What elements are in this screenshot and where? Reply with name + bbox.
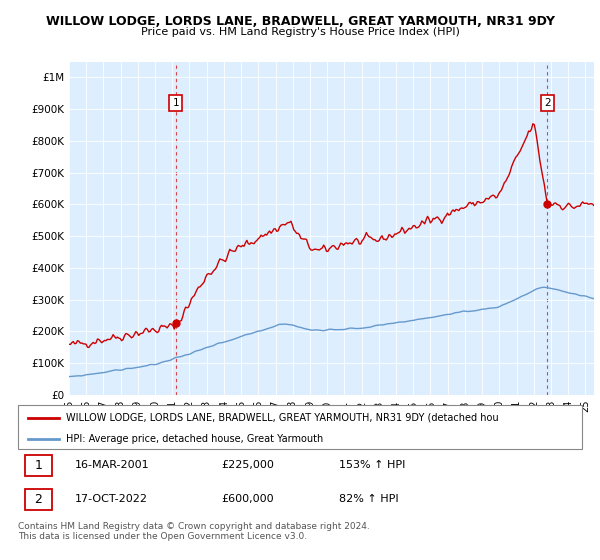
- FancyBboxPatch shape: [25, 455, 52, 475]
- Text: £600,000: £600,000: [221, 494, 274, 505]
- Text: 82% ↑ HPI: 82% ↑ HPI: [340, 494, 399, 505]
- Text: 2: 2: [34, 493, 42, 506]
- Text: Contains HM Land Registry data © Crown copyright and database right 2024.
This d: Contains HM Land Registry data © Crown c…: [18, 522, 370, 542]
- Text: 1: 1: [173, 98, 179, 108]
- Text: 2: 2: [544, 98, 551, 108]
- Text: WILLOW LODGE, LORDS LANE, BRADWELL, GREAT YARMOUTH, NR31 9DY: WILLOW LODGE, LORDS LANE, BRADWELL, GREA…: [46, 15, 554, 28]
- Text: 17-OCT-2022: 17-OCT-2022: [74, 494, 148, 505]
- Text: WILLOW LODGE, LORDS LANE, BRADWELL, GREAT YARMOUTH, NR31 9DY (detached hou: WILLOW LODGE, LORDS LANE, BRADWELL, GREA…: [66, 413, 499, 423]
- Text: 16-MAR-2001: 16-MAR-2001: [74, 460, 149, 470]
- Text: HPI: Average price, detached house, Great Yarmouth: HPI: Average price, detached house, Grea…: [66, 433, 323, 444]
- Text: £225,000: £225,000: [221, 460, 274, 470]
- Text: 1: 1: [34, 459, 42, 472]
- FancyBboxPatch shape: [25, 489, 52, 510]
- Text: 153% ↑ HPI: 153% ↑ HPI: [340, 460, 406, 470]
- Text: Price paid vs. HM Land Registry's House Price Index (HPI): Price paid vs. HM Land Registry's House …: [140, 27, 460, 37]
